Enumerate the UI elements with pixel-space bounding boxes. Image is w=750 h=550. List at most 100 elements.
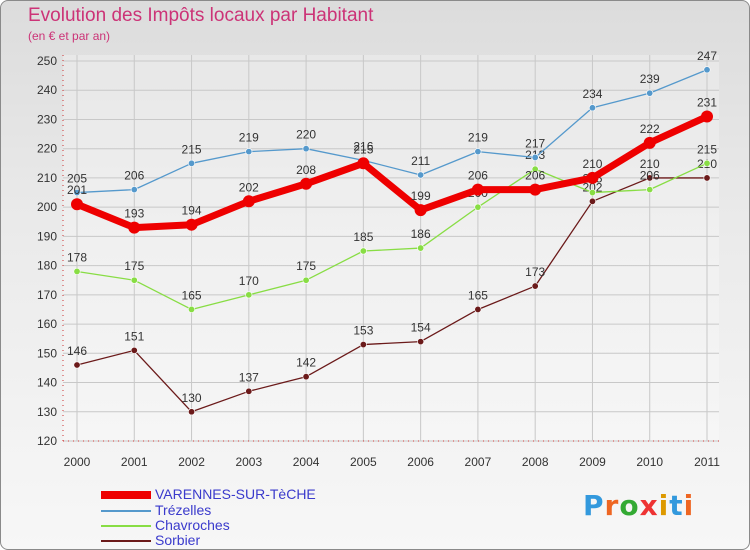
data-point xyxy=(245,291,253,299)
data-point xyxy=(245,387,253,395)
data-point xyxy=(242,195,255,208)
data-label: 206 xyxy=(525,169,545,183)
y-tick-label: 160 xyxy=(37,317,57,331)
data-point xyxy=(474,305,482,313)
legend-label: Sorbier xyxy=(155,532,201,548)
data-point xyxy=(701,110,713,123)
legend-label: Chavroches xyxy=(155,517,230,533)
y-tick-label: 210 xyxy=(37,171,57,185)
data-label: 205 xyxy=(67,172,87,186)
legend-swatch xyxy=(101,510,151,512)
data-point xyxy=(188,305,196,313)
data-point xyxy=(703,159,711,167)
data-label: 206 xyxy=(124,169,144,183)
data-label: 231 xyxy=(697,96,717,110)
data-point xyxy=(586,171,599,184)
x-tick-label: 2005 xyxy=(350,455,377,469)
data-point xyxy=(643,136,656,149)
x-tick-label: 2008 xyxy=(522,455,549,469)
data-point xyxy=(474,203,482,211)
logo-letter: x xyxy=(639,489,659,522)
data-point xyxy=(474,148,482,156)
data-label: 216 xyxy=(353,139,373,153)
data-label: 185 xyxy=(353,230,373,244)
y-tick-label: 130 xyxy=(37,405,57,419)
data-label: 215 xyxy=(182,142,202,156)
data-label: 173 xyxy=(525,265,545,279)
data-label: 215 xyxy=(697,142,717,156)
x-tick-label: 2004 xyxy=(293,455,320,469)
data-label: 239 xyxy=(640,72,660,86)
x-tick-label: 2011 xyxy=(694,455,720,469)
series-line xyxy=(76,162,708,311)
logo-letter: t xyxy=(669,489,684,522)
chart-title: Evolution des Impôts locaux par Habitant xyxy=(28,5,374,26)
data-label: 137 xyxy=(239,370,259,384)
data-label: 178 xyxy=(67,250,87,264)
data-label: 165 xyxy=(182,288,202,302)
y-tick-label: 230 xyxy=(37,112,57,126)
data-label: 202 xyxy=(239,180,259,194)
data-point xyxy=(414,204,427,217)
data-point xyxy=(130,186,138,194)
data-label: 199 xyxy=(411,189,431,203)
data-label: 222 xyxy=(640,122,660,136)
data-point xyxy=(359,247,367,255)
data-point xyxy=(357,157,370,170)
x-tick-label: 2002 xyxy=(178,455,205,469)
legend-swatch xyxy=(101,525,151,527)
data-label: 210 xyxy=(582,157,602,171)
logo-letter: P xyxy=(583,489,605,522)
data-point xyxy=(531,282,539,290)
data-label: 215 xyxy=(353,142,373,156)
legend-label: VARENNES-SUR-TèCHE xyxy=(155,486,316,502)
data-point xyxy=(73,267,81,275)
data-label: 206 xyxy=(640,169,660,183)
series-line xyxy=(76,69,708,194)
data-label: 146 xyxy=(67,344,87,358)
data-point xyxy=(417,171,425,179)
y-tick-label: 120 xyxy=(37,434,57,448)
x-tick-label: 2009 xyxy=(579,455,606,469)
proxiti-logo: Proxiti xyxy=(583,489,694,522)
data-point xyxy=(531,165,539,173)
data-point xyxy=(359,341,367,349)
x-tick-label: 2010 xyxy=(636,455,663,469)
data-label: 247 xyxy=(697,49,717,63)
data-point xyxy=(302,276,310,284)
data-label: 151 xyxy=(124,329,144,343)
y-tick-label: 250 xyxy=(37,54,57,68)
data-point xyxy=(531,153,539,161)
x-tick-label: 2006 xyxy=(407,455,434,469)
data-label: 186 xyxy=(411,227,431,241)
y-tick-label: 170 xyxy=(37,288,57,302)
x-tick-label: 2003 xyxy=(235,455,262,469)
data-point xyxy=(130,276,138,284)
logo-letter: i xyxy=(683,489,695,522)
data-label: 153 xyxy=(353,324,373,338)
data-label: 175 xyxy=(124,259,144,273)
logo-letter: o xyxy=(619,489,640,522)
x-tick-label: 2001 xyxy=(121,455,148,469)
data-point xyxy=(703,174,711,182)
data-point xyxy=(646,89,654,97)
chart-subtitle: (en € et par an) xyxy=(28,29,111,43)
data-point xyxy=(588,189,596,197)
series-line xyxy=(76,177,708,413)
data-point xyxy=(245,148,253,156)
data-label: 217 xyxy=(525,136,545,150)
data-point xyxy=(588,104,596,112)
data-point xyxy=(71,198,83,211)
data-label: 211 xyxy=(411,154,430,168)
series-line xyxy=(73,113,711,232)
y-tick-label: 180 xyxy=(37,259,57,273)
plot-area xyxy=(63,55,719,441)
data-label: 154 xyxy=(411,321,431,335)
data-label: 234 xyxy=(582,87,602,101)
y-tick-label: 140 xyxy=(37,376,57,390)
data-label: 130 xyxy=(182,391,202,405)
data-label: 194 xyxy=(182,204,202,218)
data-label: 208 xyxy=(296,163,316,177)
data-label: 220 xyxy=(296,128,316,142)
data-point xyxy=(300,177,313,190)
